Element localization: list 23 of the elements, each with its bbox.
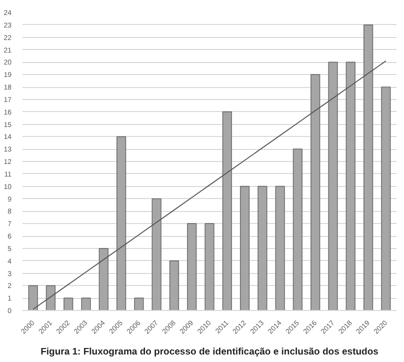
bar [204,223,214,310]
bar [310,74,320,310]
text: Figura 1: Fluxograma do processo de identificação e inclusão dos estudos [40,346,378,358]
bar [240,186,250,310]
bar [292,148,303,310]
bar [328,62,338,310]
bar [116,136,126,310]
bar [169,260,180,310]
bar [363,24,374,310]
bar [222,111,232,310]
bar [81,298,91,310]
bar [98,248,108,310]
line-series [32,60,386,310]
bar [134,298,144,310]
bar [152,198,162,310]
bar [381,86,391,310]
bar [46,285,56,310]
bar [28,285,38,310]
bar [346,62,356,310]
bar [258,186,268,310]
bar [64,298,74,310]
bar [275,186,285,310]
bar [187,223,197,310]
